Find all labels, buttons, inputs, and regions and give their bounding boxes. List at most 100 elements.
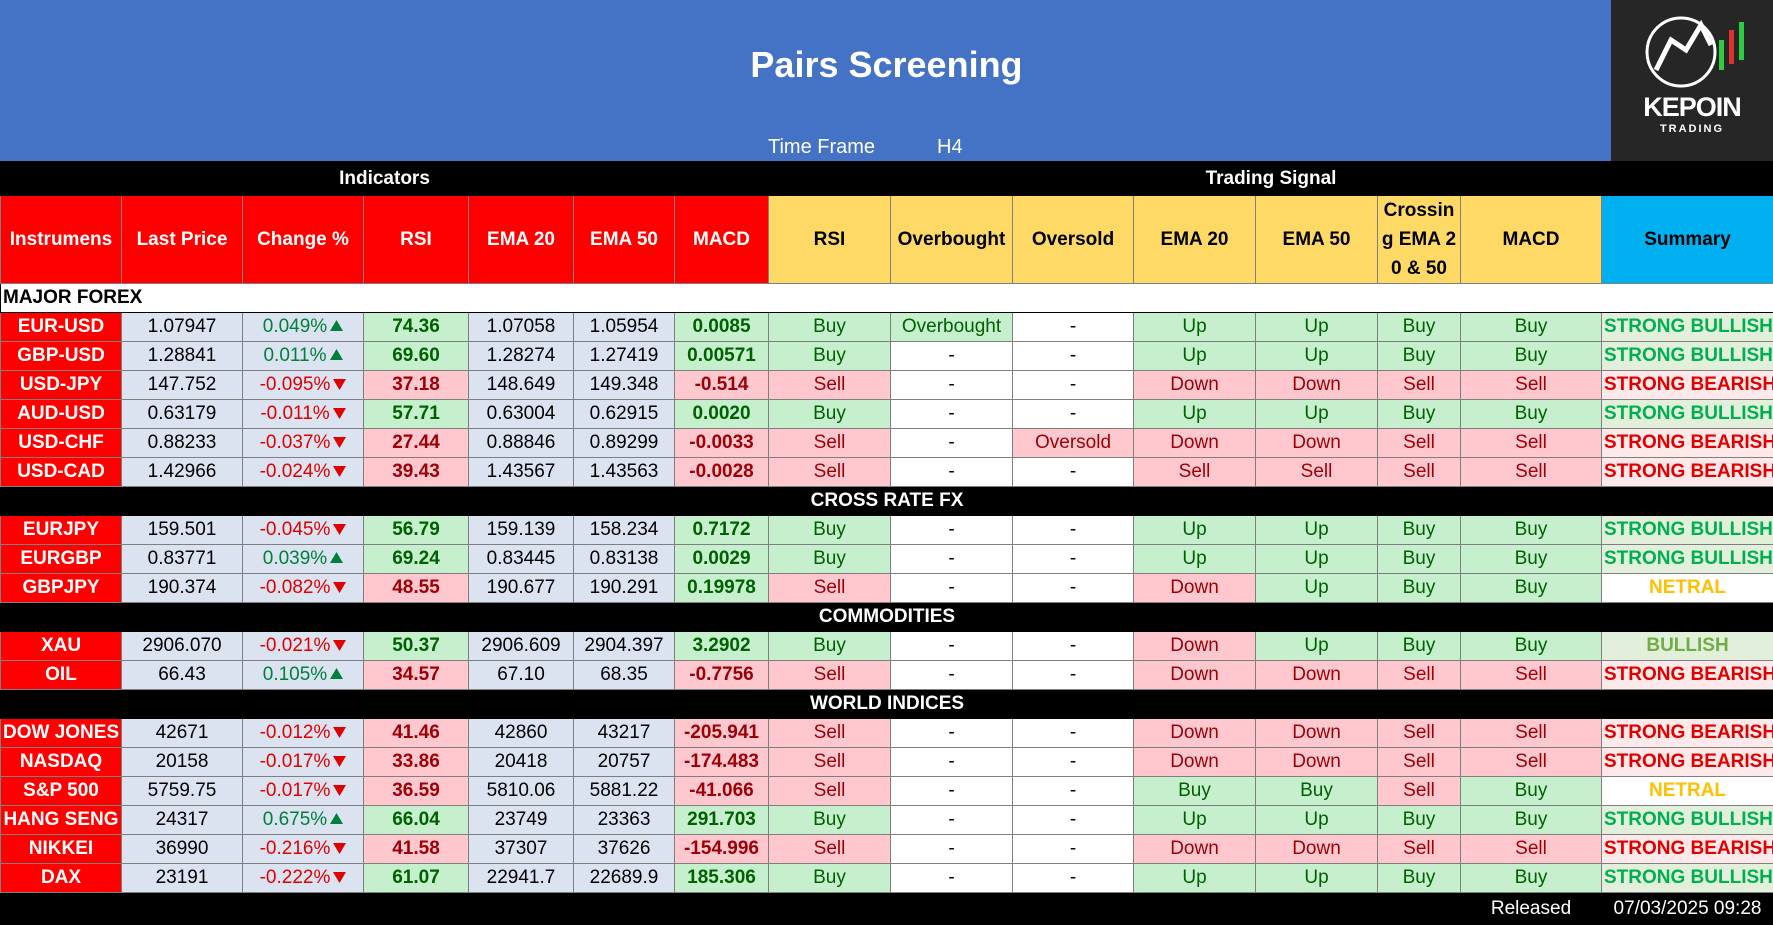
cell-text: 41.58 [392, 838, 440, 859]
cell-text: 39.43 [392, 461, 440, 482]
cell-text: - [1070, 316, 1076, 337]
cell: Buy [1461, 342, 1602, 371]
cell: -0.012% [243, 719, 364, 748]
cell-text: NASDAQ [20, 751, 102, 772]
cell: Sell [1378, 458, 1461, 487]
cell-text: - [948, 519, 954, 540]
cell: Up [1134, 545, 1256, 574]
cell: 36990 [122, 835, 243, 864]
cell: Down [1134, 429, 1256, 458]
cell: NETRAL [1602, 777, 1773, 806]
cell-text: Up [1182, 548, 1206, 569]
cell: 48.55 [364, 574, 469, 603]
cell: 159.139 [469, 516, 574, 545]
instrument: EURGBP [1, 545, 122, 574]
cell-text: 22941.7 [487, 867, 556, 888]
column-header: Overbought [891, 196, 1013, 284]
cell-text: STRONG BEARISH [1604, 461, 1773, 482]
cell-text: - [948, 722, 954, 743]
cell: 74.36 [364, 313, 469, 342]
cell: 0.0029 [675, 545, 769, 574]
cell-text: -154.996 [684, 838, 759, 859]
cell: -0.017% [243, 777, 364, 806]
logo: KEPOIN TRADING [1611, 0, 1773, 161]
cell-text: Buy [1515, 548, 1548, 569]
instrument: DAX [1, 864, 122, 893]
cell: Buy [769, 342, 891, 371]
cell-text: 0.00571 [687, 345, 756, 366]
cell-text: Down [1292, 432, 1341, 453]
cell: - [1013, 516, 1134, 545]
cell: Down [1256, 748, 1378, 777]
cell: - [1013, 400, 1134, 429]
cell: 0.63179 [122, 400, 243, 429]
cell: STRONG BEARISH [1602, 661, 1773, 690]
cell-text: Down [1292, 751, 1341, 772]
cell: Up [1134, 342, 1256, 371]
cell-text: 190.677 [487, 577, 556, 598]
cell: - [891, 516, 1013, 545]
cell-text: USD-CAD [17, 461, 105, 482]
cell-text: -41.066 [689, 780, 753, 801]
section-row: COMMODITIES [1, 603, 1773, 632]
cell: STRONG BULLISH [1602, 342, 1773, 371]
arrow-down [333, 403, 346, 425]
cell: Sell [769, 748, 891, 777]
cell: - [891, 864, 1013, 893]
cell-text: 42860 [495, 722, 548, 743]
cell-text: Up [1182, 316, 1206, 337]
cell-text: 57.71 [392, 403, 440, 424]
cell-text: - [1070, 519, 1076, 540]
cell-text: - [1070, 461, 1076, 482]
cell: Up [1256, 400, 1378, 429]
arrow-icon [333, 784, 346, 796]
cell: 5759.75 [122, 777, 243, 806]
instrument: GBP-USD [1, 342, 122, 371]
cell-text: 0.63004 [487, 403, 556, 424]
cell: Buy [1461, 516, 1602, 545]
cell-text: 22689.9 [590, 867, 659, 888]
cell: Down [1256, 719, 1378, 748]
arrow-down [333, 867, 346, 889]
cell: - [891, 429, 1013, 458]
cell: 291.703 [675, 806, 769, 835]
cell-text: BULLISH [1646, 635, 1728, 656]
column-header: EMA 20 [469, 196, 574, 284]
cell-text: 1.07058 [487, 316, 556, 337]
cell: Buy [1461, 400, 1602, 429]
cell-text: Sell [1179, 461, 1211, 482]
cell-text: Buy [1403, 635, 1436, 656]
cell: 0.88846 [469, 429, 574, 458]
cell: STRONG BEARISH [1602, 748, 1773, 777]
cell-text: STRONG BEARISH [1604, 722, 1773, 743]
cell: Sell [1461, 748, 1602, 777]
cell: Sell [1378, 371, 1461, 400]
arrow-down [333, 838, 346, 860]
cell: -0.222% [243, 864, 364, 893]
arrow-up [330, 316, 343, 338]
cell-text: STRONG BEARISH [1604, 751, 1773, 772]
cell-text: Up [1304, 403, 1328, 424]
cell-text: Buy [1300, 780, 1333, 801]
cell: 0.89299 [574, 429, 675, 458]
instrument: USD-CHF [1, 429, 122, 458]
cell-text: Down [1170, 635, 1219, 656]
column-header: RSI [364, 196, 469, 284]
cell: 1.07947 [122, 313, 243, 342]
cell-text: Buy [1403, 809, 1436, 830]
cell-text: 5881.22 [590, 780, 659, 801]
cell-text: - [948, 635, 954, 656]
arrow-down [333, 432, 346, 454]
arrow-icon [333, 465, 346, 477]
instrument: NASDAQ [1, 748, 122, 777]
cell: 2906.609 [469, 632, 574, 661]
cell: 36.59 [364, 777, 469, 806]
cell: 190.374 [122, 574, 243, 603]
cell: Down [1134, 719, 1256, 748]
